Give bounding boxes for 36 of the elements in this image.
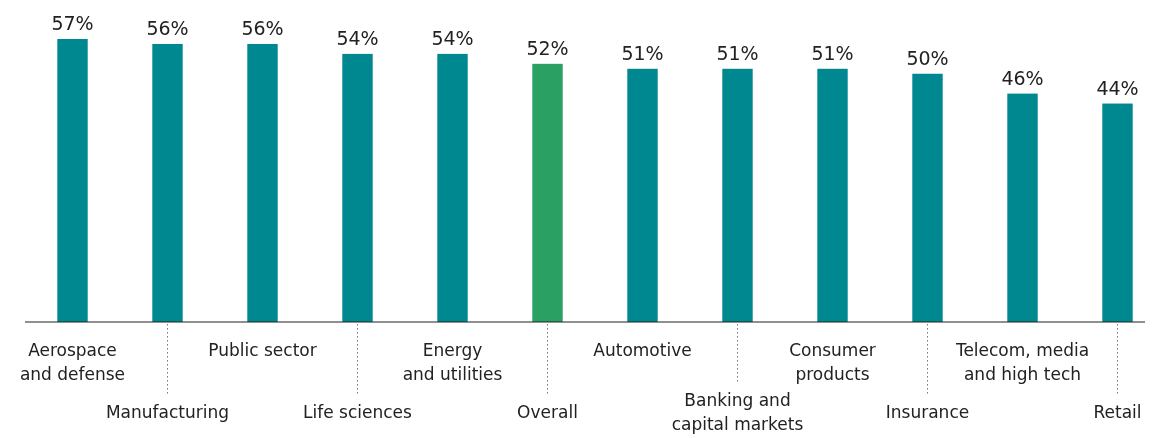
data-label: 52% — [526, 36, 569, 59]
x-tick-label: Telecom, media and high tech — [954, 340, 1090, 384]
data-label: 50% — [906, 46, 949, 69]
data-label: 54% — [336, 26, 379, 49]
bar — [57, 39, 88, 322]
bar — [532, 63, 563, 322]
bar — [342, 53, 373, 322]
x-tick-label: Insurance — [885, 402, 970, 422]
bar — [722, 68, 753, 322]
bar — [437, 53, 468, 322]
bar — [1102, 103, 1133, 322]
data-label: 51% — [621, 41, 664, 64]
data-label: 44% — [1096, 76, 1139, 99]
data-label: 56% — [146, 16, 189, 39]
data-label: 54% — [431, 26, 474, 49]
bar — [152, 43, 183, 322]
data-label: 51% — [811, 41, 854, 64]
x-tick-label: Public sector — [208, 340, 317, 360]
x-tick-label: Manufacturing — [105, 402, 230, 422]
data-label: 57% — [51, 12, 94, 34]
x-tick-label: Consumer products — [789, 340, 876, 384]
bar — [912, 73, 943, 322]
bar — [627, 68, 658, 322]
x-tick-label: Retail — [1093, 402, 1142, 422]
data-label: 56% — [241, 16, 284, 39]
x-tick-label: Energy and utilities — [402, 340, 503, 384]
data-label: 51% — [716, 41, 759, 64]
x-tick-label: Overall — [517, 402, 578, 422]
x-tick-label: Aerospace and defense — [19, 340, 126, 384]
data-label: 46% — [1001, 66, 1044, 89]
x-tick-label: Automotive — [593, 340, 692, 360]
x-tick-label: Banking and capital markets — [671, 390, 804, 434]
bar — [247, 43, 278, 322]
bar — [817, 68, 848, 322]
bar — [1007, 93, 1038, 322]
x-tick-label: Life sciences — [303, 402, 413, 422]
